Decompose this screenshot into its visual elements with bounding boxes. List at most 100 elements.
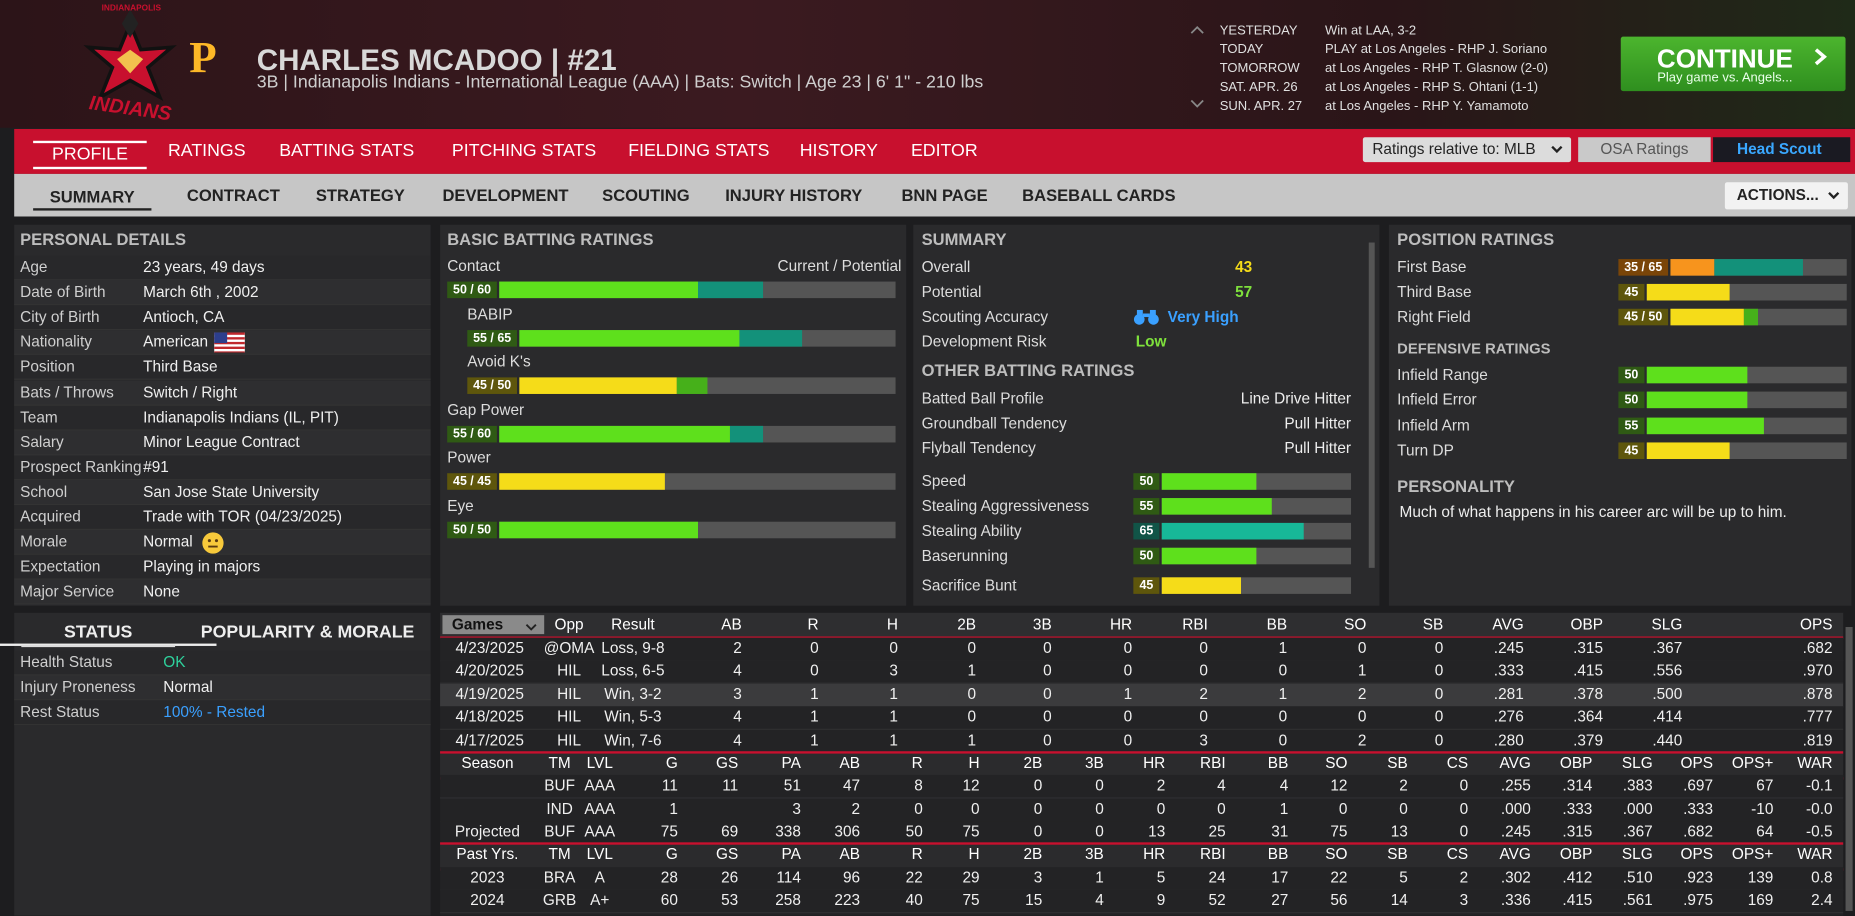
table-cell: 0 — [1156, 799, 1166, 818]
actions-chevron — [1827, 188, 1841, 202]
status-label: Injury Proneness — [20, 677, 136, 696]
osa-button[interactable] — [1578, 137, 1711, 163]
table-cell: 2 — [1199, 684, 1208, 703]
table-cell: 139 — [1747, 868, 1774, 887]
table-cell: RBI — [1182, 615, 1208, 633]
detail-row — [14, 455, 431, 481]
table-cell: 0 — [1434, 661, 1444, 680]
section-title: PERSONALITY — [1397, 476, 1515, 496]
schedule-arrows[interactable] — [1188, 21, 1207, 116]
table-cell: 0 — [1033, 776, 1043, 794]
scout-button[interactable] — [1713, 137, 1851, 163]
table-cell: 75 — [1330, 822, 1348, 840]
table-cell: 306 — [834, 822, 861, 840]
status-tab[interactable]: STATUS — [0, 622, 217, 646]
dropdown-chevron — [1550, 142, 1564, 156]
table-cell: SB — [1387, 753, 1408, 772]
table-cell: 22 — [905, 868, 923, 887]
subnav-tab[interactable]: INJURY HISTORY — [725, 185, 863, 205]
detail-value: #91 — [143, 457, 169, 476]
table-cell: 2 — [1357, 731, 1367, 749]
nav-tab[interactable]: RATINGS — [167, 140, 246, 161]
nav-tab[interactable]: BATTING STATS — [279, 140, 415, 161]
table-cell: .367 — [1652, 638, 1683, 657]
table-cell: HR — [1109, 615, 1133, 633]
table-cell: 2 — [1459, 868, 1469, 887]
status-underline — [21, 644, 176, 648]
table-cell: 4 — [1217, 776, 1226, 794]
table-cell: 13 — [1390, 822, 1408, 840]
table-cell: AAA — [584, 799, 616, 818]
table-cell: 0 — [1043, 707, 1052, 726]
table-cell: .697 — [1683, 776, 1714, 794]
nav-tab[interactable]: PITCHING STATS — [451, 140, 597, 161]
current-bar — [1646, 283, 1731, 301]
table-cell: 0 — [1123, 731, 1133, 749]
table-cell: SO — [1344, 615, 1367, 633]
table-cell: 1 — [1123, 684, 1133, 703]
table-cell: .336 — [1500, 890, 1531, 909]
table-cell: 26 — [721, 868, 739, 887]
schedule-game: at Los Angeles - RHP Y. Yamamoto — [1325, 99, 1529, 114]
summary-value: Low — [1135, 332, 1167, 351]
nav-tab[interactable]: PROFILE — [33, 140, 147, 170]
table-cell: 1 — [810, 684, 819, 703]
detail-value: Minor League Contract — [143, 432, 300, 451]
rating-name: Avoid K's — [467, 352, 531, 371]
table-cell: 0 — [1434, 638, 1444, 657]
games-dropdown[interactable] — [442, 615, 545, 635]
subnav-tab[interactable]: CONTRACT — [186, 185, 280, 205]
table-cell: Win, 3-2 — [604, 684, 662, 703]
table-cell: 2B — [957, 615, 977, 633]
detail-label: Expectation — [20, 557, 101, 576]
status-value: OK — [163, 653, 186, 671]
nav-tab[interactable]: EDITOR — [910, 140, 978, 161]
subnav-tab[interactable]: SCOUTING — [602, 185, 690, 205]
table-cell: Games — [451, 615, 504, 633]
detail-row — [14, 430, 431, 456]
table-cell: SO — [1325, 753, 1348, 772]
subnav-tab[interactable]: SUMMARY — [33, 185, 152, 211]
nav-tab[interactable]: FIELDING STATS — [628, 140, 770, 161]
table-cell: .314 — [1562, 776, 1593, 794]
table-cell: -0.1 — [1806, 776, 1833, 794]
subnav-tab[interactable]: DEVELOPMENT — [442, 185, 569, 205]
rating-box: 55 / 65 — [467, 329, 517, 347]
nav-tab[interactable]: HISTORY — [799, 140, 878, 161]
table-cell: CS — [1446, 844, 1469, 863]
detail-row — [14, 355, 431, 381]
table-cell: 0 — [1278, 731, 1288, 749]
table-cell: Result — [611, 615, 655, 633]
table-cell: 11 — [722, 776, 739, 794]
table-cell: RBI — [1199, 753, 1226, 772]
current-bar — [519, 329, 739, 347]
current-bar — [499, 521, 698, 539]
actions-label: ACTIONS... — [1736, 185, 1819, 204]
ratings-dropdown[interactable] — [1362, 137, 1572, 163]
table-cell: 1 — [1357, 661, 1367, 680]
table-cell: 27 — [1271, 890, 1289, 909]
subnav-tab[interactable]: STRATEGY — [315, 185, 405, 205]
table-cell: 114 — [776, 868, 801, 887]
table-cell: .333 — [1562, 799, 1593, 818]
table-cell: .414 — [1652, 707, 1683, 726]
current-bar — [1161, 522, 1304, 540]
subnav-tab[interactable]: BASEBALL CARDS — [1022, 185, 1176, 205]
table-cell: TM — [548, 753, 571, 772]
table-cell: AB — [721, 615, 742, 633]
subnav-tab[interactable]: BNN PAGE — [901, 185, 988, 205]
rating-name: Gap Power — [447, 400, 525, 419]
rating-name: Power — [447, 448, 491, 467]
table-cell: .245 — [1500, 822, 1531, 840]
continue-button[interactable] — [1620, 36, 1846, 92]
rating-name: Speed — [921, 472, 967, 490]
table-cell: 1 — [669, 799, 678, 818]
other-value: Pull Hitter — [1284, 438, 1352, 457]
rating-name: Baserunning — [921, 546, 1008, 565]
status-tab[interactable]: POPULARITY & MORALE — [200, 622, 415, 643]
actions-button[interactable] — [1724, 182, 1848, 210]
player-subtitle: 3B | Indianapolis Indians - Internationa… — [256, 72, 984, 93]
rating-box: 65 — [1133, 522, 1160, 540]
panel-title: PERSONAL DETAILS — [20, 229, 187, 249]
current-bar — [1161, 473, 1257, 490]
